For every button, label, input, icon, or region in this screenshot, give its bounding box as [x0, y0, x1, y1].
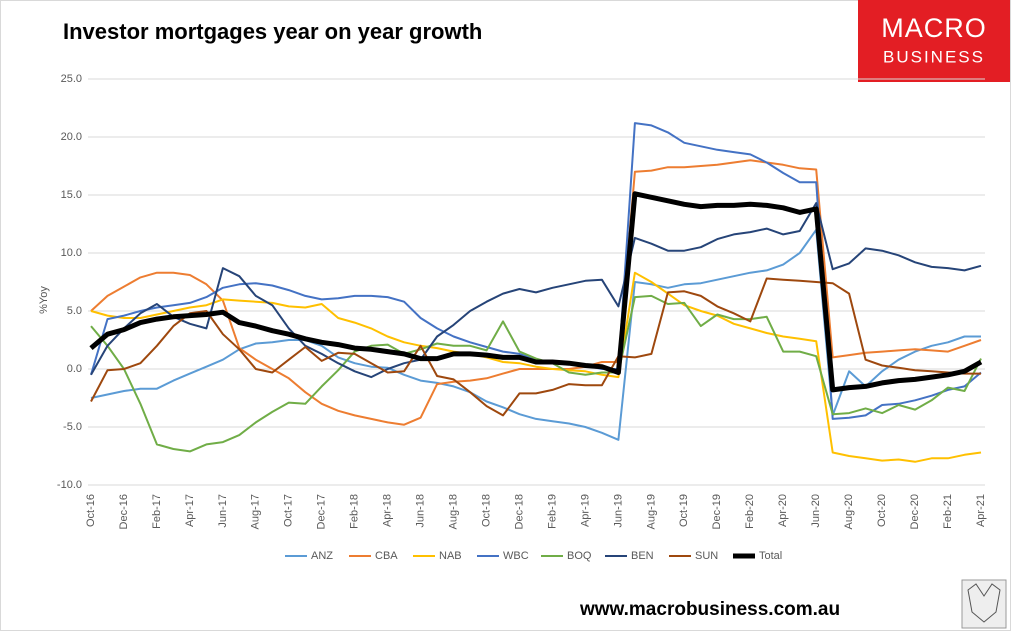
x-tick-label: Apr-21	[975, 494, 987, 527]
legend-label: Total	[759, 550, 782, 562]
series-line	[90, 271, 982, 463]
legend-label: WBC	[503, 550, 529, 562]
x-tick-label: Apr-18	[382, 494, 394, 527]
y-axis-label: %Yoy	[38, 286, 50, 314]
x-tick-label: Feb-21	[942, 494, 954, 529]
series-line	[90, 294, 982, 453]
legend-label: NAB	[439, 550, 462, 562]
x-tick-label: Jun-18	[415, 494, 427, 528]
x-tick-label: Feb-18	[349, 494, 361, 529]
legend-label: ANZ	[311, 550, 333, 562]
x-tick-label: Aug-19	[645, 494, 657, 529]
series-line	[89, 191, 983, 393]
legend-label: SUN	[695, 550, 718, 562]
x-tick-label: Oct-18	[480, 494, 492, 527]
legend-label: BEN	[631, 550, 654, 562]
logo-text: BUSINESS	[883, 47, 985, 66]
x-tick-label: Aug-18	[447, 494, 459, 529]
x-tick-label: Apr-19	[579, 494, 591, 527]
y-tick-label: 15.0	[61, 189, 82, 201]
legend-label: CBA	[375, 550, 398, 562]
y-tick-label: 10.0	[61, 247, 82, 259]
x-tick-label: Aug-20	[843, 494, 855, 529]
y-tick-label: 0.0	[67, 363, 82, 375]
x-tick-label: Dec-19	[711, 494, 723, 529]
logo-box	[858, 0, 1010, 82]
x-tick-label: Jun-20	[810, 494, 822, 528]
x-tick-label: Dec-17	[316, 494, 328, 529]
x-tick-label: Aug-17	[250, 494, 262, 529]
x-tick-label: Feb-19	[546, 494, 558, 529]
x-tick-label: Jun-17	[217, 494, 229, 528]
legend-label: BOQ	[567, 550, 592, 562]
footer-url: www.macrobusiness.com.au	[579, 599, 840, 620]
fox-logo	[967, 583, 1001, 623]
logo-text: MACRO	[881, 13, 987, 43]
x-tick-label: Oct-17	[283, 494, 295, 527]
x-tick-label: Apr-20	[777, 494, 789, 527]
x-tick-label: Oct-19	[678, 494, 690, 527]
y-tick-label: -5.0	[63, 421, 82, 433]
y-tick-label: 5.0	[67, 305, 82, 317]
series-line	[90, 277, 981, 417]
series-line	[90, 202, 982, 379]
y-tick-label: -10.0	[57, 479, 82, 491]
x-tick-label: Feb-20	[744, 494, 756, 529]
x-tick-label: Feb-17	[151, 494, 163, 529]
y-tick-label: 20.0	[61, 131, 82, 143]
x-tick-label: Apr-17	[184, 494, 196, 527]
x-tick-label: Jun-19	[612, 494, 624, 528]
x-tick-label: Dec-16	[118, 494, 130, 529]
chart-title: Investor mortgages year on year growth	[63, 19, 482, 44]
x-tick-label: Dec-20	[909, 494, 921, 529]
x-tick-label: Dec-18	[513, 494, 525, 529]
fox-logo	[961, 579, 1007, 629]
x-tick-label: Oct-16	[85, 494, 97, 527]
x-tick-label: Oct-20	[876, 494, 888, 527]
y-tick-label: 25.0	[61, 73, 82, 85]
